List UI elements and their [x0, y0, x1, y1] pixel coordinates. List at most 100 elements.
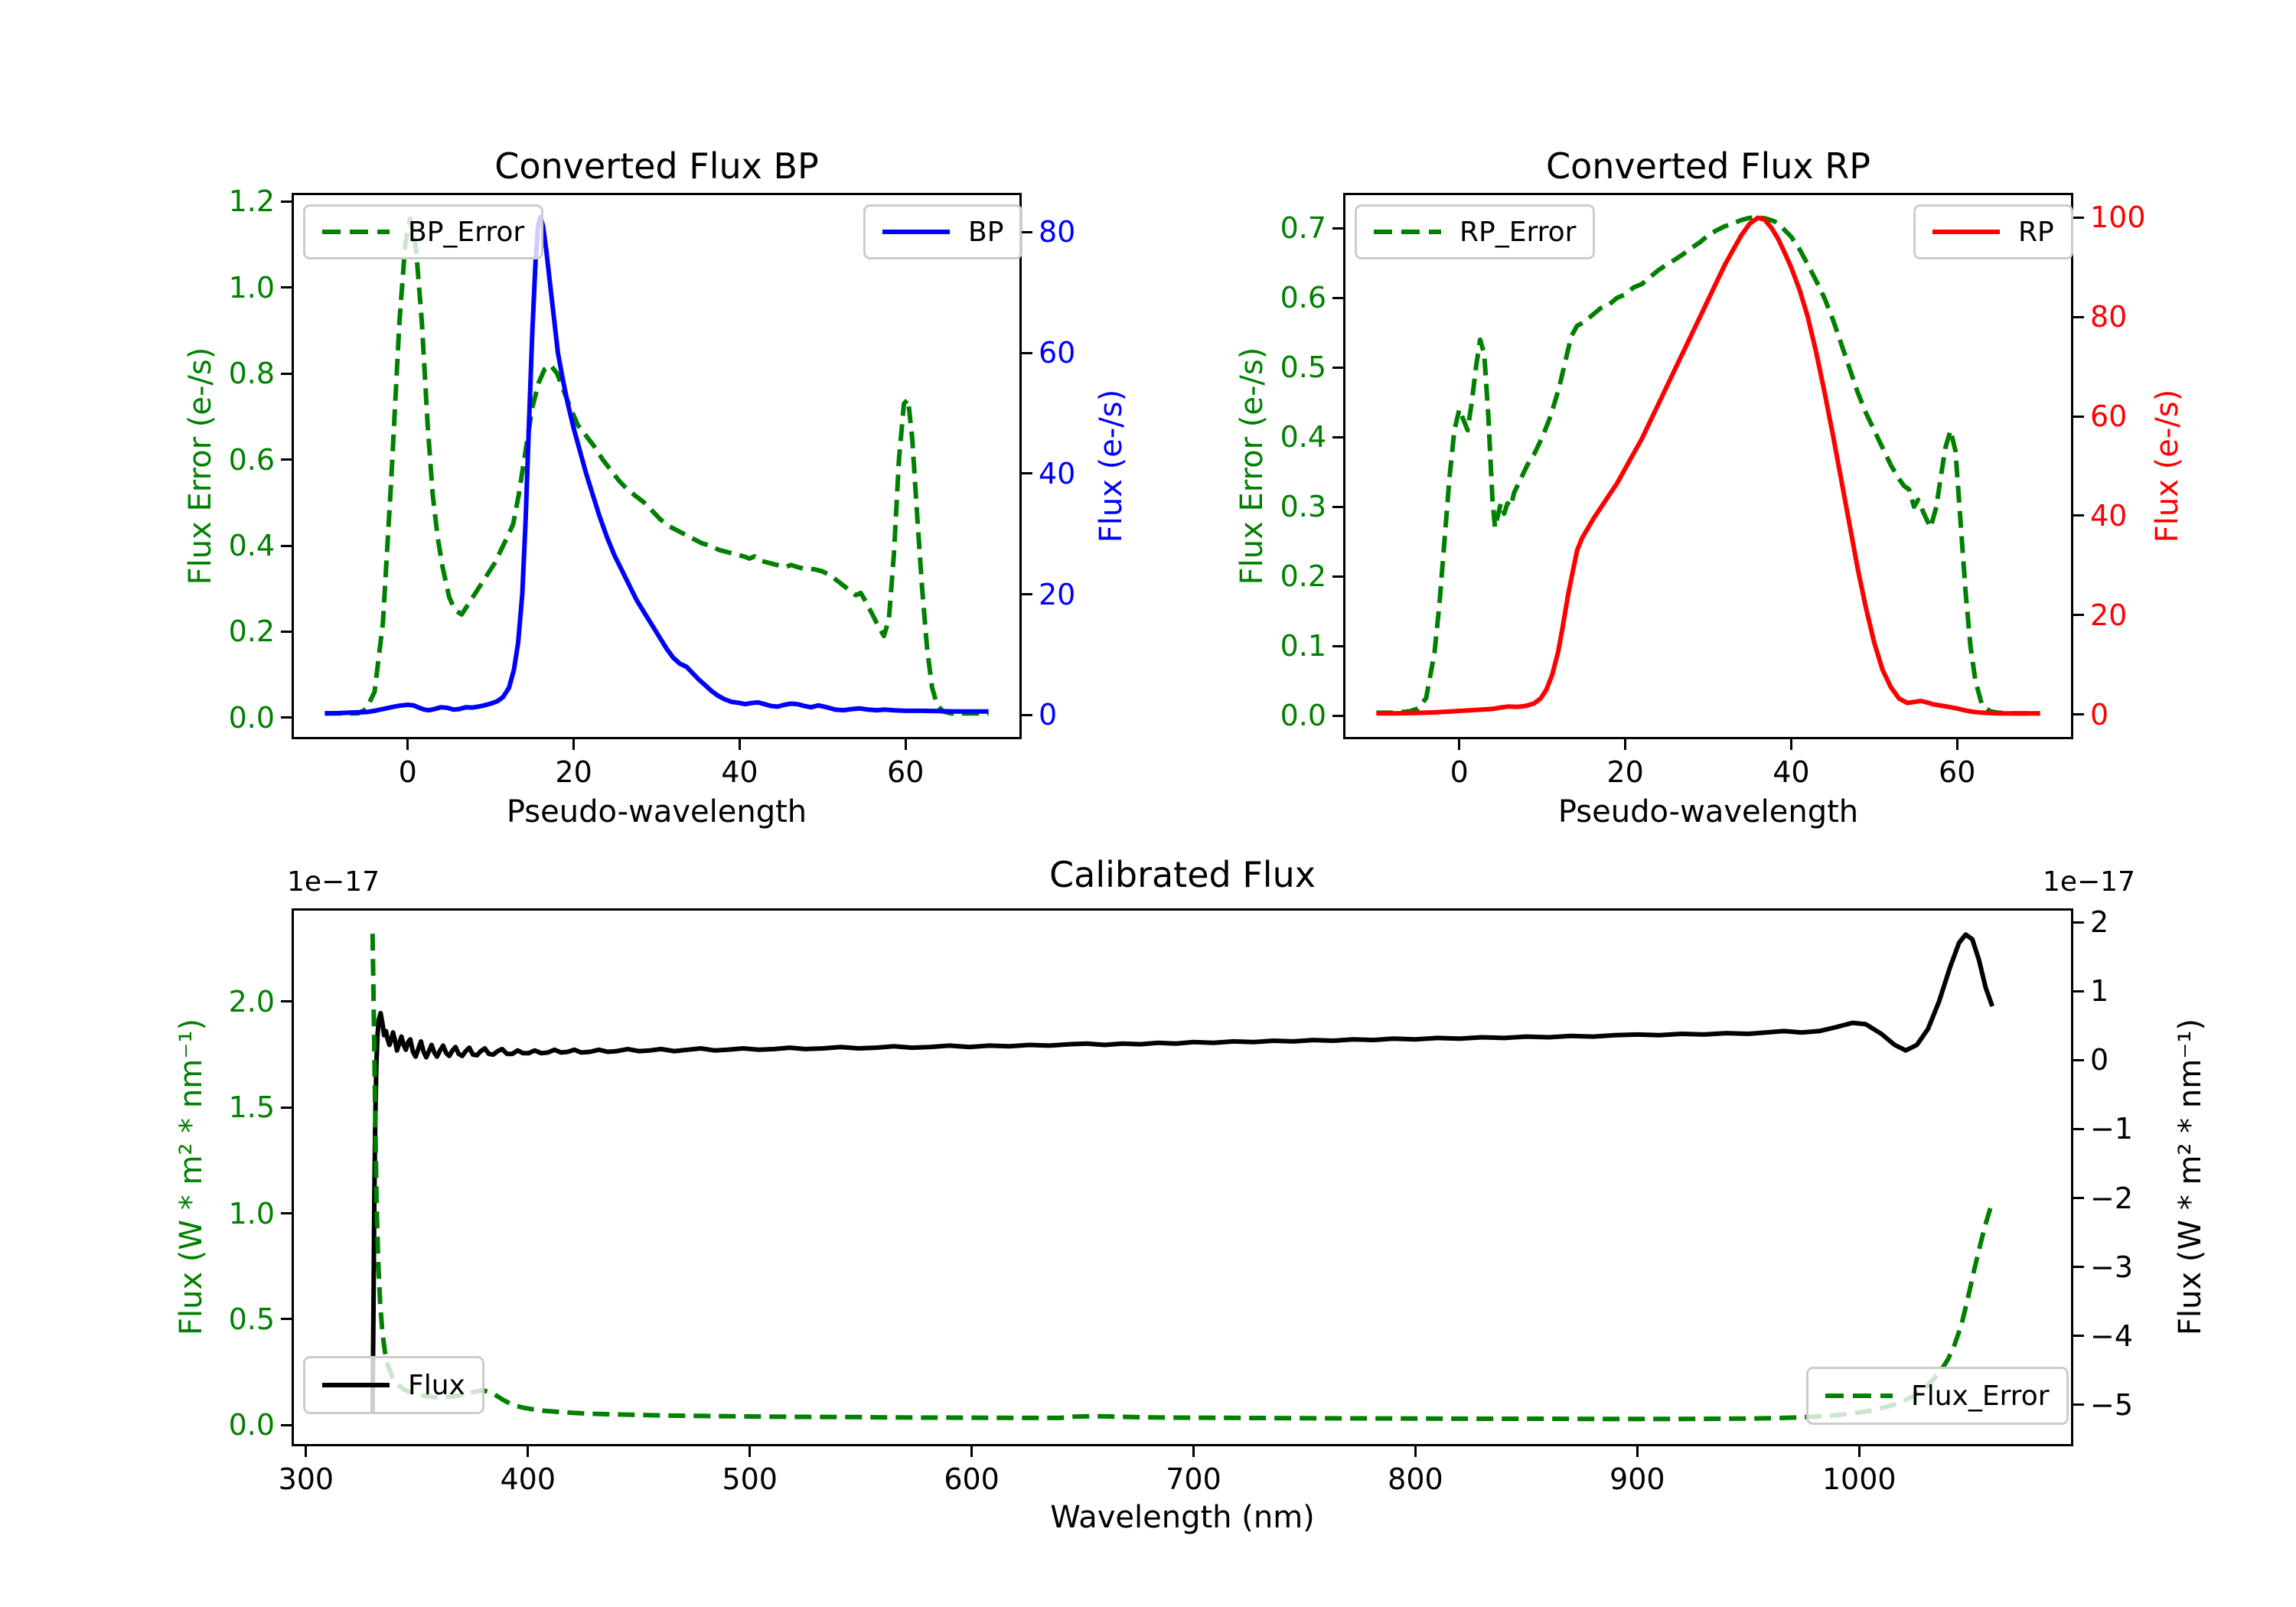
- cal-ytick-left-label: 1.5: [228, 1090, 275, 1125]
- cal-flux-error-curve: [370, 934, 1995, 1422]
- bp-ytick-left-label: 0.0: [228, 700, 275, 735]
- plot-converted-flux-bp: [292, 193, 1022, 739]
- rp-ytick-right-label: 60: [2090, 399, 2128, 434]
- xlabel-bp: Pseudo-wavelength: [506, 794, 807, 830]
- legend-bp: BP: [863, 204, 1023, 259]
- cal-canvas: [292, 908, 2073, 1446]
- legend-label: BP_Error: [408, 216, 525, 248]
- bp-ytick-left-mark: [281, 286, 292, 289]
- bp-ytick-left-label: 0.8: [228, 357, 275, 391]
- cal-ytick-right-label: 0: [2090, 1043, 2109, 1077]
- cal-ytick-right-mark: [2073, 1127, 2084, 1130]
- bp-xtick-label: 0: [398, 755, 417, 789]
- cal-ytick-left-mark: [281, 1106, 292, 1109]
- rp-rp-error-curve: [1376, 214, 2040, 716]
- legend-label: RP: [2018, 216, 2054, 248]
- rp-ytick-left-mark: [1332, 435, 1343, 438]
- rp-ytick-left-mark: [1332, 227, 1343, 230]
- bp-ytick-left-mark: [281, 630, 292, 633]
- cal-xtick-mark: [1857, 1446, 1861, 1457]
- cal-ytick-right-label: −1: [2090, 1112, 2134, 1146]
- cal-ytick-right-label: −3: [2090, 1250, 2134, 1284]
- rp-ytick-right-mark: [2073, 216, 2084, 219]
- cal-xtick-label: 300: [278, 1462, 334, 1496]
- rp-xtick-label: 60: [1939, 755, 1976, 789]
- rp-xtick-mark: [1955, 739, 1958, 750]
- bp-ytick-right-mark: [1022, 713, 1032, 716]
- rp-ytick-right-label: 80: [2090, 300, 2128, 334]
- cal-xtick-mark: [1636, 1446, 1639, 1457]
- bp-ytick-right-label: 20: [1039, 577, 1076, 611]
- cal-ytick-right-label: 2: [2090, 905, 2109, 940]
- cal-ytick-left-label: 2.0: [228, 984, 275, 1019]
- cal-xtick-label: 500: [722, 1462, 778, 1496]
- bp-ytick-right-mark: [1022, 351, 1032, 354]
- cal-ytick-right-mark: [2073, 1266, 2084, 1269]
- bp-xtick-label: 20: [555, 755, 592, 789]
- bp-canvas: [292, 193, 1022, 739]
- solid-line-sample-icon: [882, 230, 950, 234]
- cal-ytick-left-mark: [281, 1000, 292, 1003]
- cal-xtick-mark: [748, 1446, 752, 1457]
- rp-ytick-left-label: 0.0: [1280, 699, 1326, 733]
- cal-xtick-label: 1000: [1821, 1462, 1896, 1496]
- rp-ytick-right-mark: [2073, 614, 2084, 617]
- legend-label: Flux_Error: [1911, 1380, 2050, 1412]
- cal-ytick-right-mark: [2073, 921, 2084, 924]
- bp-xtick-mark: [572, 739, 576, 750]
- bp-ytick-right-label: 0: [1039, 698, 1058, 732]
- bp-ytick-right-mark: [1022, 472, 1032, 475]
- cal-xtick-label: 800: [1388, 1462, 1443, 1496]
- cal-xtick-label: 400: [500, 1462, 556, 1496]
- rp-canvas: [1343, 193, 2073, 739]
- cal-xtick-label: 900: [1609, 1462, 1665, 1496]
- cal-ytick-left-label: 0.0: [228, 1408, 275, 1442]
- cal-ytick-left-mark: [281, 1318, 292, 1321]
- rp-axes-frame: [1343, 193, 2073, 739]
- cal-ytick-right-mark: [2073, 989, 2084, 993]
- cal-ytick-right-mark: [2073, 1058, 2084, 1061]
- rp-ytick-left-mark: [1332, 714, 1343, 717]
- rp-xtick-mark: [1458, 739, 1461, 750]
- dashed-line-sample-icon: [1825, 1393, 1893, 1398]
- dashed-line-sample-icon: [1374, 230, 1441, 234]
- legend-flux: Flux: [303, 1356, 484, 1414]
- plot-calibrated-flux: [292, 908, 2073, 1446]
- bp-ytick-right-label: 60: [1039, 336, 1076, 370]
- bp-xtick-label: 60: [887, 755, 925, 789]
- plot-title-rp: Converted Flux RP: [1546, 145, 1870, 187]
- cal-ytick-right-mark: [2073, 1403, 2084, 1407]
- xlabel-rp: Pseudo-wavelength: [1557, 794, 1859, 830]
- legend-rp: RP: [1913, 204, 2073, 259]
- rp-ytick-right-mark: [2073, 415, 2084, 418]
- rp-ytick-right-label: 100: [2090, 200, 2146, 235]
- bp-ytick-left-label: 1.2: [228, 184, 275, 219]
- cal-xtick-label: 600: [944, 1462, 1000, 1496]
- bp-xtick-mark: [406, 739, 409, 750]
- cal-ytick-right-label: −4: [2090, 1319, 2134, 1353]
- cal-xtick-label: 700: [1166, 1462, 1221, 1496]
- cal-ytick-right-mark: [2073, 1197, 2084, 1200]
- cal-ytick-right-label: −2: [2090, 1181, 2134, 1215]
- cal-xtick-mark: [1192, 1446, 1195, 1457]
- rp-ytick-left-label: 0.5: [1280, 350, 1326, 385]
- solid-line-sample-icon: [1932, 230, 2000, 234]
- rp-ytick-left-mark: [1332, 505, 1343, 508]
- cal-flux-curve: [370, 932, 1995, 1412]
- rp-ytick-right-label: 20: [2090, 598, 2128, 632]
- rp-ytick-left-mark: [1332, 366, 1343, 369]
- legend-rp-error: RP_Error: [1355, 204, 1596, 259]
- rp-ytick-left-label: 0.3: [1280, 490, 1326, 524]
- bp-bp-curve: [325, 214, 989, 716]
- bp-ytick-left-mark: [281, 372, 292, 375]
- plot-converted-flux-rp: [1343, 193, 2073, 739]
- legend-bp-error: BP_Error: [303, 204, 544, 259]
- bp-xtick-mark: [738, 739, 741, 750]
- plot-title-cal: Calibrated Flux: [1049, 854, 1316, 895]
- cal-ytick-left-mark: [281, 1212, 292, 1215]
- rp-xtick-label: 0: [1450, 755, 1469, 789]
- offset-text-left: 1e−17: [287, 866, 380, 898]
- xlabel-cal: Wavelength (nm): [1050, 1500, 1315, 1535]
- rp-rp-curve: [1376, 215, 2040, 716]
- rp-ytick-right-label: 0: [2090, 697, 2109, 732]
